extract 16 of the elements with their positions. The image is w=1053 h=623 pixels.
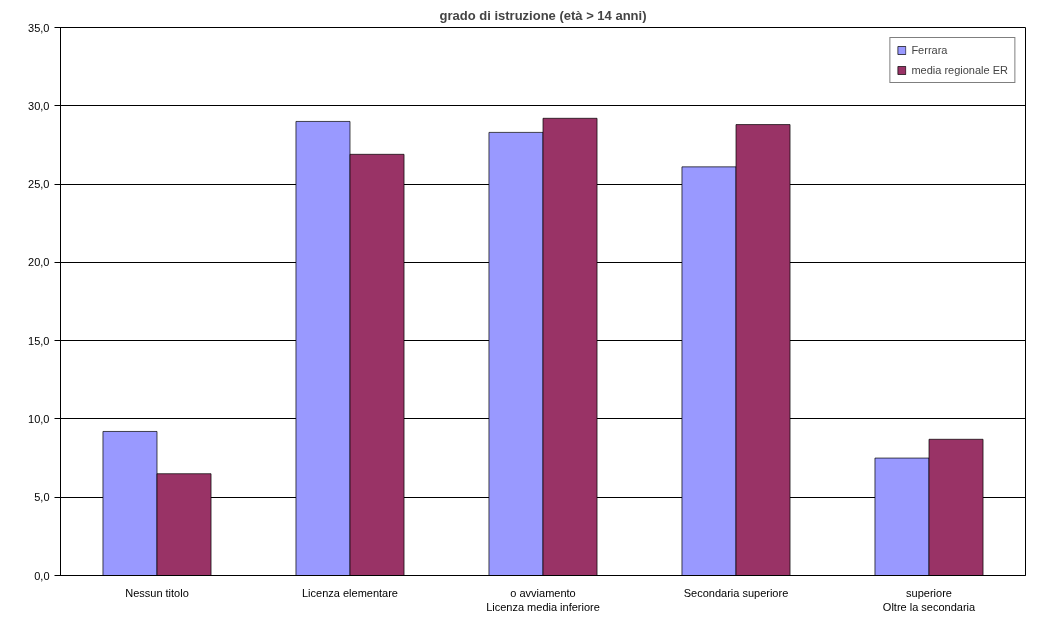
y-tick-label: 15,0 [28, 334, 50, 347]
legend-label: Ferrara [911, 44, 948, 56]
x-tick-label: Nessun titolo [125, 586, 189, 599]
y-tick-label: 30,0 [28, 99, 50, 112]
y-tick-label: 20,0 [28, 256, 50, 269]
y-tick-label: 10,0 [28, 412, 50, 425]
y-tick-label: 5,0 [34, 491, 50, 504]
x-tick-label: superiore Oltre la secondaria [882, 586, 977, 613]
y-tick-label: 0,0 [34, 569, 50, 582]
x-tick-label: Secondaria superiore [683, 586, 789, 599]
x-tick-label: o avviamento Licenza media inferiore [486, 586, 600, 613]
y-tick-label: 35,0 [28, 21, 50, 34]
y-tick-label: 25,0 [28, 178, 50, 191]
legend-label: media regionale ER [911, 64, 1008, 76]
chart-title: grado di istruzione (età > 14 anni) [439, 7, 647, 23]
x-tick-label: Licenza elementare [302, 586, 399, 599]
